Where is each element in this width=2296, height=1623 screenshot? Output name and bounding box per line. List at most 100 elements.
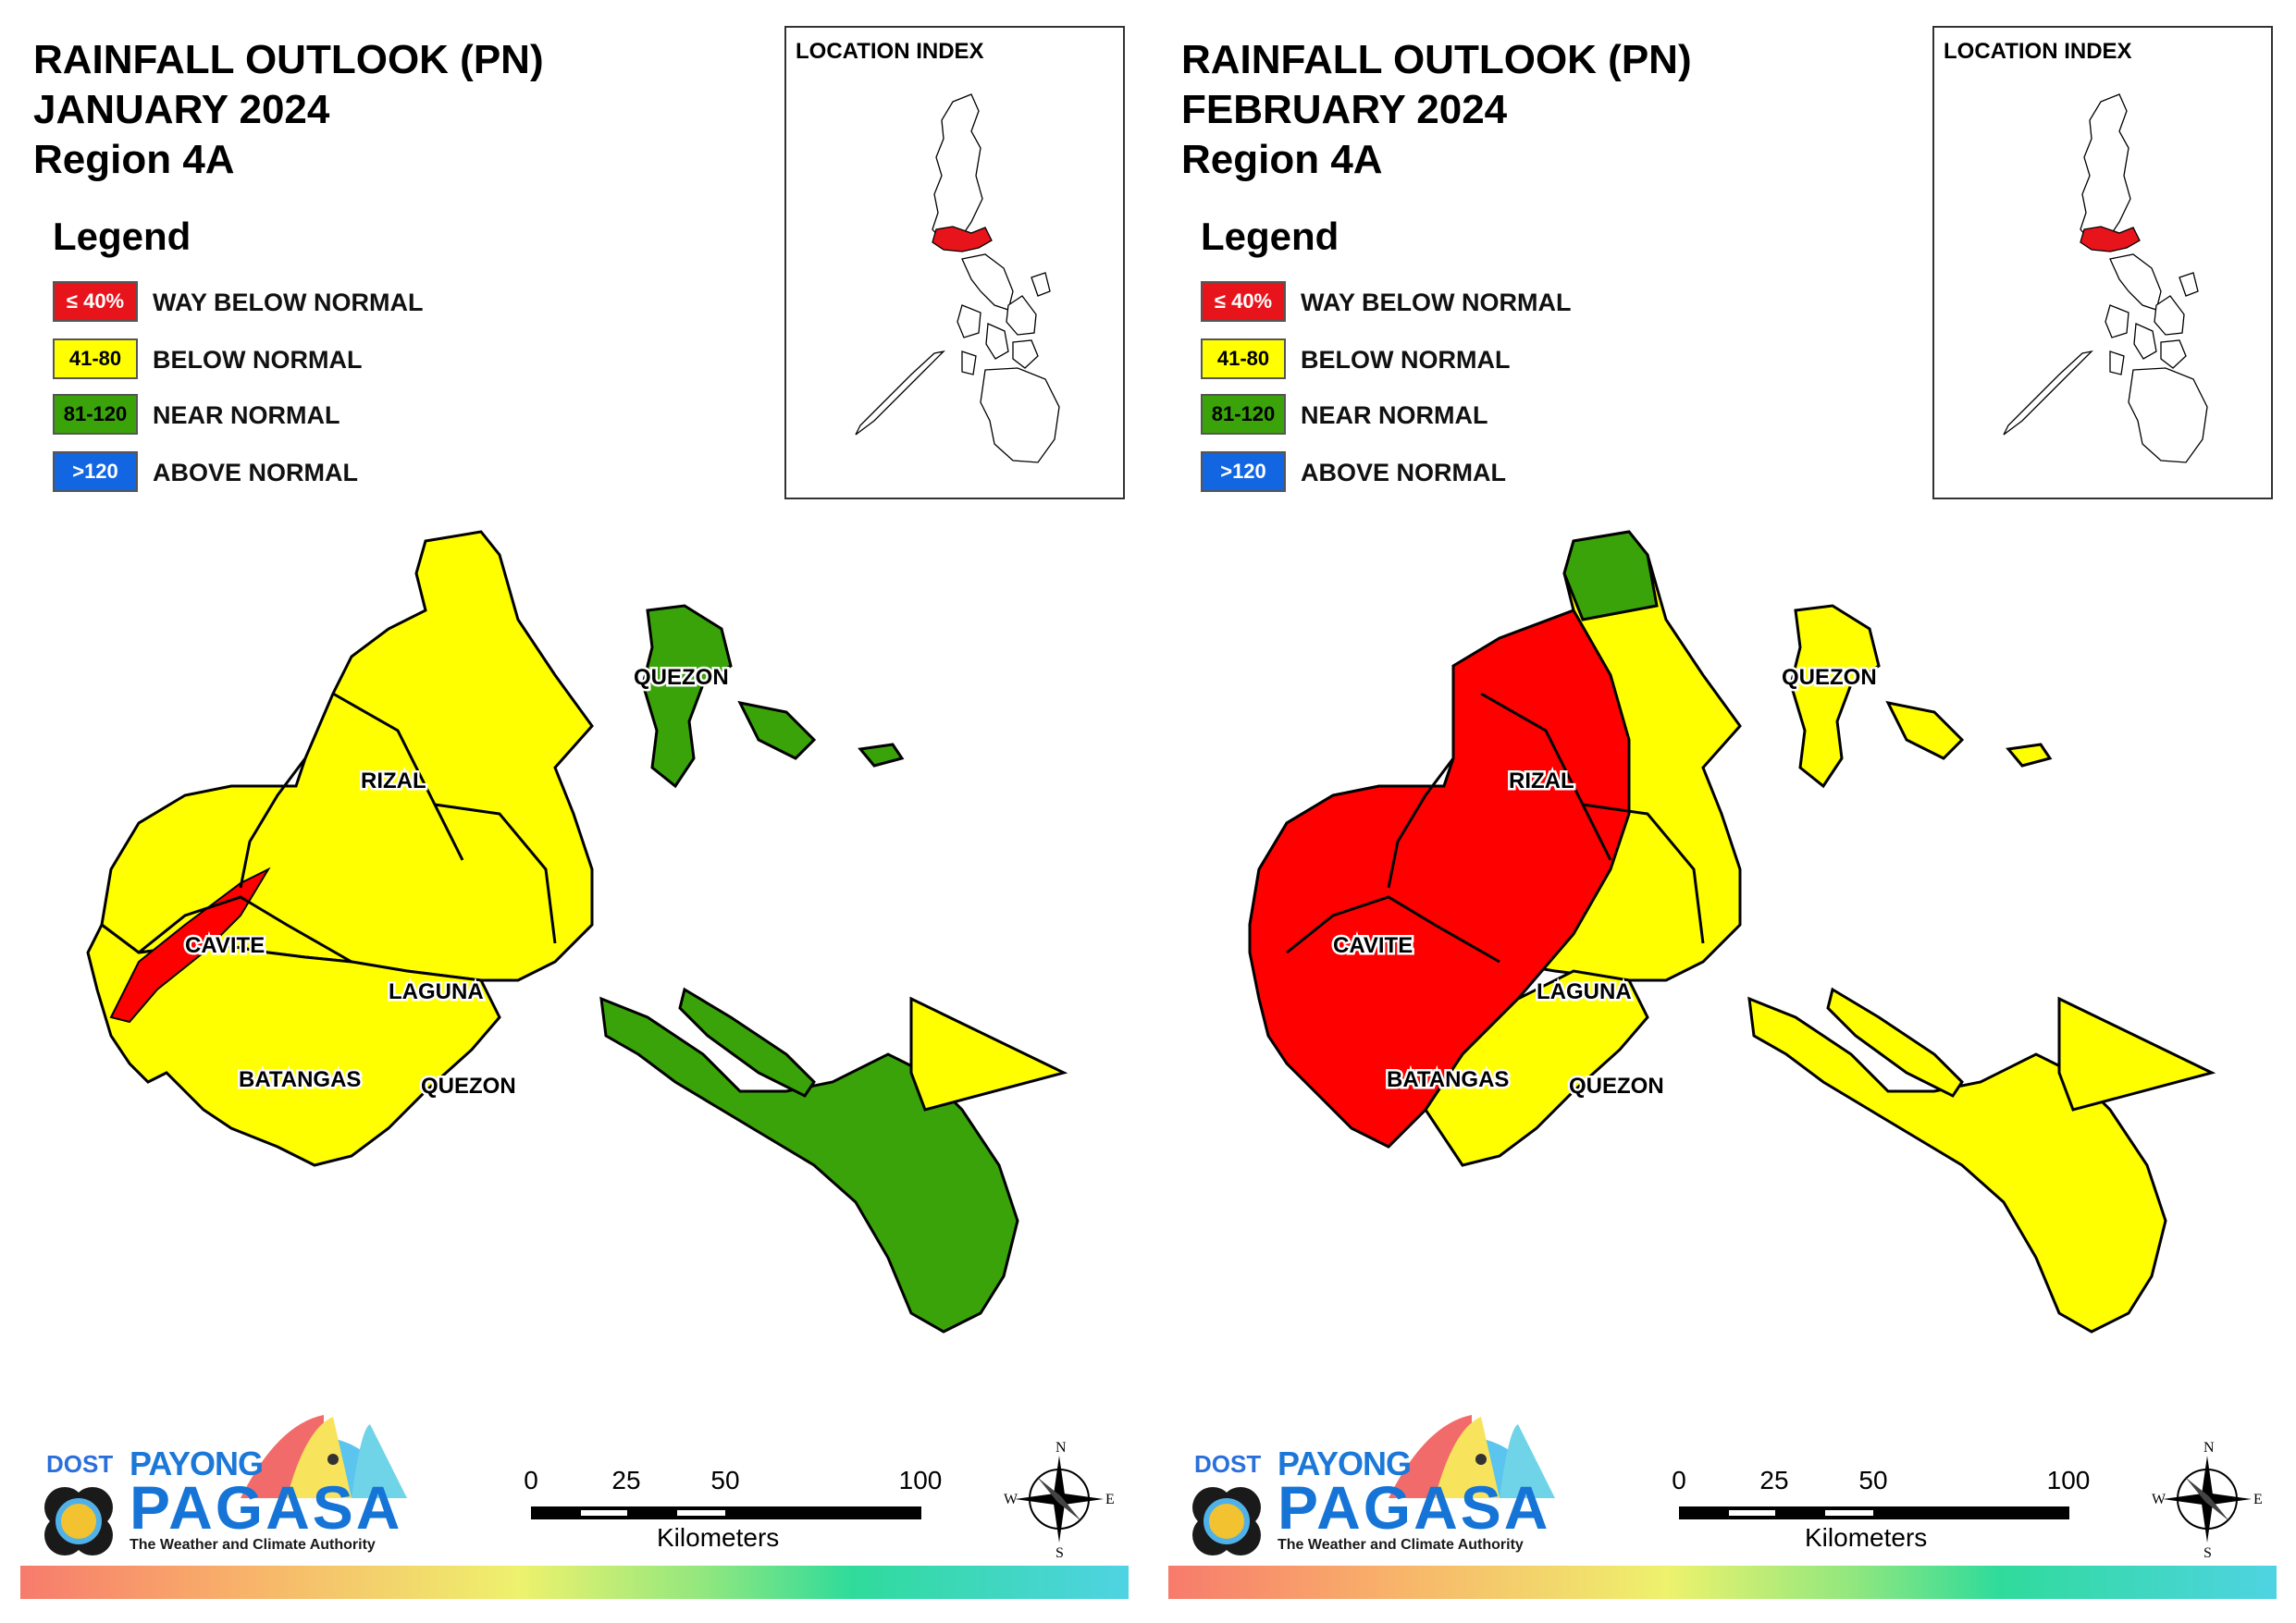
label-rizal: RIZAL (1509, 768, 1574, 793)
scale-tick: 100 (2046, 1466, 2091, 1494)
region-quezon-yellow-wedge (909, 996, 1068, 1112)
region-4a-map: QUEZON RIZAL CAVITE LAGUNA BATANGAS QUEZ… (1248, 530, 2216, 1334)
legend-label: WAY BELOW NORMAL (1301, 289, 1572, 316)
legend-title: Legend (53, 215, 191, 258)
label-quezon-south: QUEZON (421, 1074, 516, 1099)
legend-swatch: 81-120 (53, 394, 138, 435)
compass-rose-icon: N S E W (2152, 1440, 2263, 1559)
compass-n: N (1055, 1440, 1067, 1456)
scale-tick: 0 (1672, 1466, 1686, 1494)
region-cavite-red (109, 867, 271, 1024)
scale-bar-graphic (1679, 1506, 2069, 1519)
dost-label: DOST (1194, 1450, 1262, 1478)
legend-label: ABOVE NORMAL (1301, 459, 1506, 486)
scale-tick: 0 (524, 1466, 538, 1494)
location-index: LOCATION INDEX (1932, 26, 2273, 499)
compass-n: N (2203, 1440, 2215, 1456)
region-island-east (1885, 700, 1965, 760)
umbrella-icon (1389, 1415, 1555, 1498)
compass-w: W (2152, 1492, 2166, 1507)
payong-label: PAYONG (1278, 1445, 1412, 1482)
legend-swatch: 41-80 (1201, 338, 1286, 379)
scale-tick: 50 (1858, 1466, 1888, 1494)
region-quezon-east-wedge (2057, 996, 2216, 1112)
scale-bar: 0 25 50 100 Kilometers (524, 1466, 942, 1552)
pagasa-label: PAGASA (1278, 1473, 1551, 1542)
legend-swatch: ≤ 40% (53, 281, 138, 322)
location-index-title: LOCATION INDEX (796, 39, 984, 64)
title-line-2: FEBRUARY 2024 (1181, 87, 1508, 132)
panel-february: RAINFALL OUTLOOK (PN) FEBRUARY 2024 Regi… (1148, 0, 2296, 1623)
title-line-1: RAINFALL OUTLOOK (PN) (33, 37, 544, 82)
location-index: LOCATION INDEX (784, 26, 1125, 499)
compass-e: E (2253, 1492, 2263, 1507)
scale-bar-graphic (531, 1506, 921, 1519)
compass-s: S (1055, 1545, 1064, 1559)
pagasa-label: PAGASA (130, 1473, 403, 1542)
pagasa-logo: DOST PAYONG PAGASA The Weather and Clima… (28, 1387, 407, 1563)
legend-swatch: ≤ 40% (1201, 281, 1286, 322)
legend-label: BELOW NORMAL (1301, 346, 1511, 374)
legend-swatch: 81-120 (1201, 394, 1286, 435)
scale-tick: 100 (898, 1466, 943, 1494)
label-quezon-north: QUEZON (1782, 665, 1877, 690)
legend-label: ABOVE NORMAL (153, 459, 358, 486)
map-title: RAINFALL OUTLOOK (PN) FEBRUARY 2024 Regi… (1181, 35, 1692, 185)
philippines-index-map (855, 93, 1060, 463)
legend-label: BELOW NORMAL (153, 346, 363, 374)
legend-swatch: 41-80 (53, 338, 138, 379)
region-4a-map: QUEZON RIZAL CAVITE LAGUNA BATANGAS QUEZ… (86, 530, 1068, 1334)
logo-tagline: The Weather and Climate Authority (130, 1537, 376, 1553)
region-island-east (737, 700, 817, 760)
region-island-small (2006, 743, 2053, 768)
legend-swatch: >120 (1201, 451, 1286, 492)
region-batangas-south (1424, 969, 1649, 1167)
region-polillo-island (1789, 604, 1881, 789)
footer-gradient-bar (1168, 1566, 2277, 1599)
title-line-2: JANUARY 2024 (33, 87, 330, 132)
label-batangas: BATANGAS (1387, 1067, 1509, 1092)
region-polillo-island (641, 604, 733, 789)
logo-tagline: The Weather and Climate Authority (1278, 1537, 1524, 1553)
compass-e: E (1105, 1492, 1115, 1507)
label-cavite: CAVITE (185, 933, 265, 958)
label-quezon-south: QUEZON (1569, 1074, 1664, 1099)
compass-s: S (2203, 1545, 2212, 1559)
title-line-1: RAINFALL OUTLOOK (PN) (1181, 37, 1692, 82)
footer-gradient-bar (20, 1566, 1129, 1599)
compass-rose-icon: N S E W (1004, 1440, 1115, 1559)
location-index-title: LOCATION INDEX (1944, 39, 2132, 64)
legend-swatch: >120 (53, 451, 138, 492)
region-west-red (1248, 609, 1631, 1149)
umbrella-icon (241, 1415, 407, 1498)
label-rizal: RIZAL (361, 768, 426, 793)
legend-label: NEAR NORMAL (153, 401, 340, 429)
legend-label: WAY BELOW NORMAL (153, 289, 424, 316)
label-quezon-north: QUEZON (634, 665, 729, 690)
region-island-small (858, 743, 905, 768)
scale-tick: 25 (1759, 1466, 1789, 1494)
region-north-tip-green (1562, 530, 1659, 621)
region-bondoc-strip (678, 987, 816, 1098)
title-line-3: Region 4A (33, 137, 235, 182)
legend-title: Legend (1201, 215, 1339, 258)
scale-tick: 50 (710, 1466, 740, 1494)
label-cavite: CAVITE (1333, 933, 1413, 958)
dost-seal-icon (1192, 1487, 1261, 1555)
compass-w: W (1004, 1492, 1018, 1507)
panel-january: RAINFALL OUTLOOK (PN) JANUARY 2024 Regio… (20, 26, 1129, 1599)
map-title: RAINFALL OUTLOOK (PN) JANUARY 2024 Regio… (33, 35, 544, 185)
philippines-index-map (2003, 93, 2208, 463)
label-batangas: BATANGAS (239, 1067, 361, 1092)
scale-units: Kilometers (1805, 1523, 1928, 1552)
region-bondoc-strip (1826, 987, 1964, 1098)
scale-bar: 0 25 50 100 Kilometers (1672, 1466, 2090, 1552)
scale-units: Kilometers (657, 1523, 780, 1552)
title-line-3: Region 4A (1181, 137, 1383, 182)
dost-seal-icon (44, 1487, 113, 1555)
label-laguna: LAGUNA (1537, 979, 1632, 1004)
legend-label: NEAR NORMAL (1301, 401, 1488, 429)
region-batangas-cavite (86, 922, 501, 1167)
payong-label: PAYONG (130, 1445, 264, 1482)
label-laguna: LAGUNA (389, 979, 484, 1004)
